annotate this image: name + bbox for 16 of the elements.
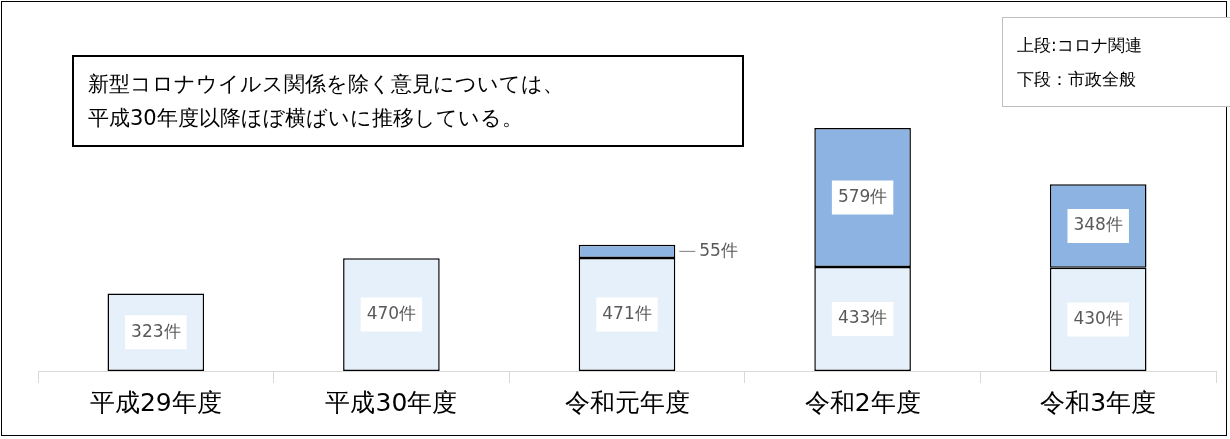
x-tick-label: 令和3年度: [1040, 387, 1157, 417]
x-tick-label: 平成29年度: [89, 387, 222, 417]
x-tick-label: 令和2年度: [804, 387, 921, 417]
data-label: 470件: [366, 303, 417, 324]
callout-box: 新型コロナウイルス関係を除く意見については、 平成30年度以降ほぼ横ばいに推移している。: [72, 55, 744, 147]
data-label: 55件: [699, 239, 738, 260]
data-label: 430件: [1073, 307, 1123, 328]
annotation: 平成30年度以降ほぼ横ばいに推移している。: [88, 105, 524, 132]
data-label: 323件: [131, 320, 181, 341]
data-label: 433件: [837, 307, 888, 328]
data-label: 471件: [602, 302, 652, 323]
data-label: 579件: [837, 186, 888, 207]
x-tick-label: 平成30年度: [325, 387, 458, 417]
data-label: 348件: [1073, 214, 1123, 235]
x-tick-label: 令和元年度: [564, 387, 690, 417]
note-box: 上段:コロナ関連 下段：市政全般: [1002, 17, 1230, 107]
